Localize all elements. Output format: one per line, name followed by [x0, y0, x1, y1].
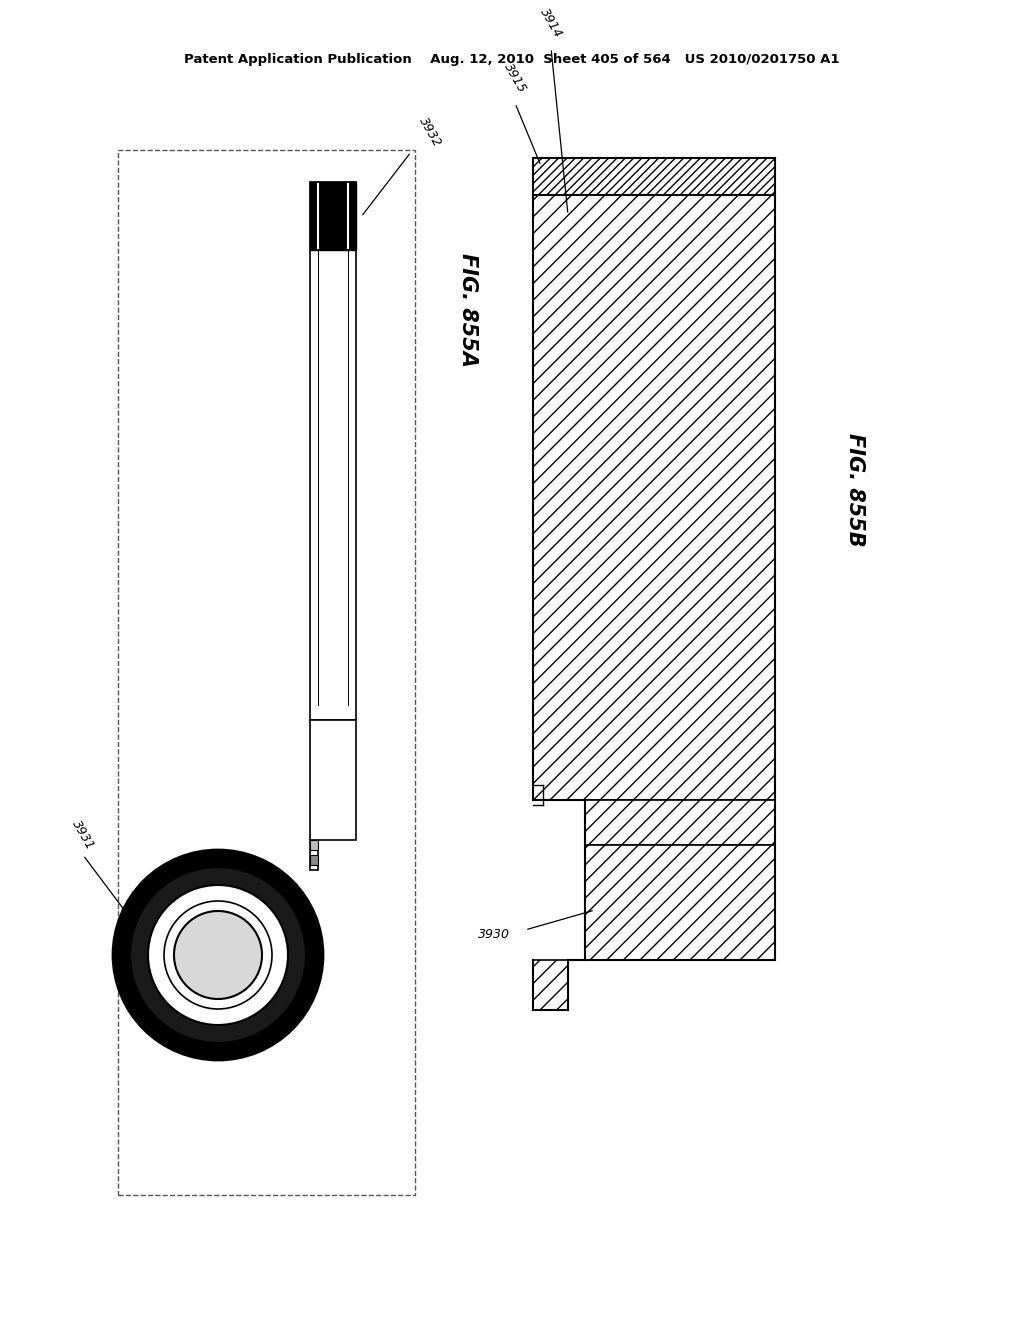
Bar — [534, 960, 568, 1010]
Bar — [585, 800, 775, 845]
Bar — [534, 195, 775, 800]
Text: 3931: 3931 — [70, 818, 96, 853]
Bar — [310, 855, 318, 865]
Text: FIG. 855B: FIG. 855B — [845, 433, 865, 546]
Text: Patent Application Publication    Aug. 12, 2010  Sheet 405 of 564   US 2010/0201: Patent Application Publication Aug. 12, … — [184, 54, 840, 66]
Text: 3932: 3932 — [416, 115, 443, 149]
Circle shape — [148, 884, 288, 1026]
Circle shape — [164, 902, 272, 1008]
Bar — [534, 158, 775, 195]
Bar — [310, 840, 318, 870]
Bar — [585, 845, 775, 960]
Bar — [118, 150, 415, 1195]
Bar — [534, 195, 775, 800]
Bar — [310, 719, 356, 840]
Text: 3915: 3915 — [502, 61, 528, 95]
Circle shape — [113, 850, 323, 1060]
Bar — [534, 158, 775, 195]
Circle shape — [174, 911, 262, 999]
Bar — [310, 840, 318, 850]
Bar — [310, 182, 356, 249]
Bar — [585, 845, 775, 960]
Bar — [585, 800, 775, 845]
Bar — [534, 960, 568, 1010]
Text: 3930: 3930 — [478, 928, 510, 941]
Text: FIG. 855A: FIG. 855A — [458, 253, 478, 367]
Text: 3914: 3914 — [538, 5, 564, 40]
Circle shape — [130, 867, 306, 1043]
Bar — [310, 182, 356, 719]
